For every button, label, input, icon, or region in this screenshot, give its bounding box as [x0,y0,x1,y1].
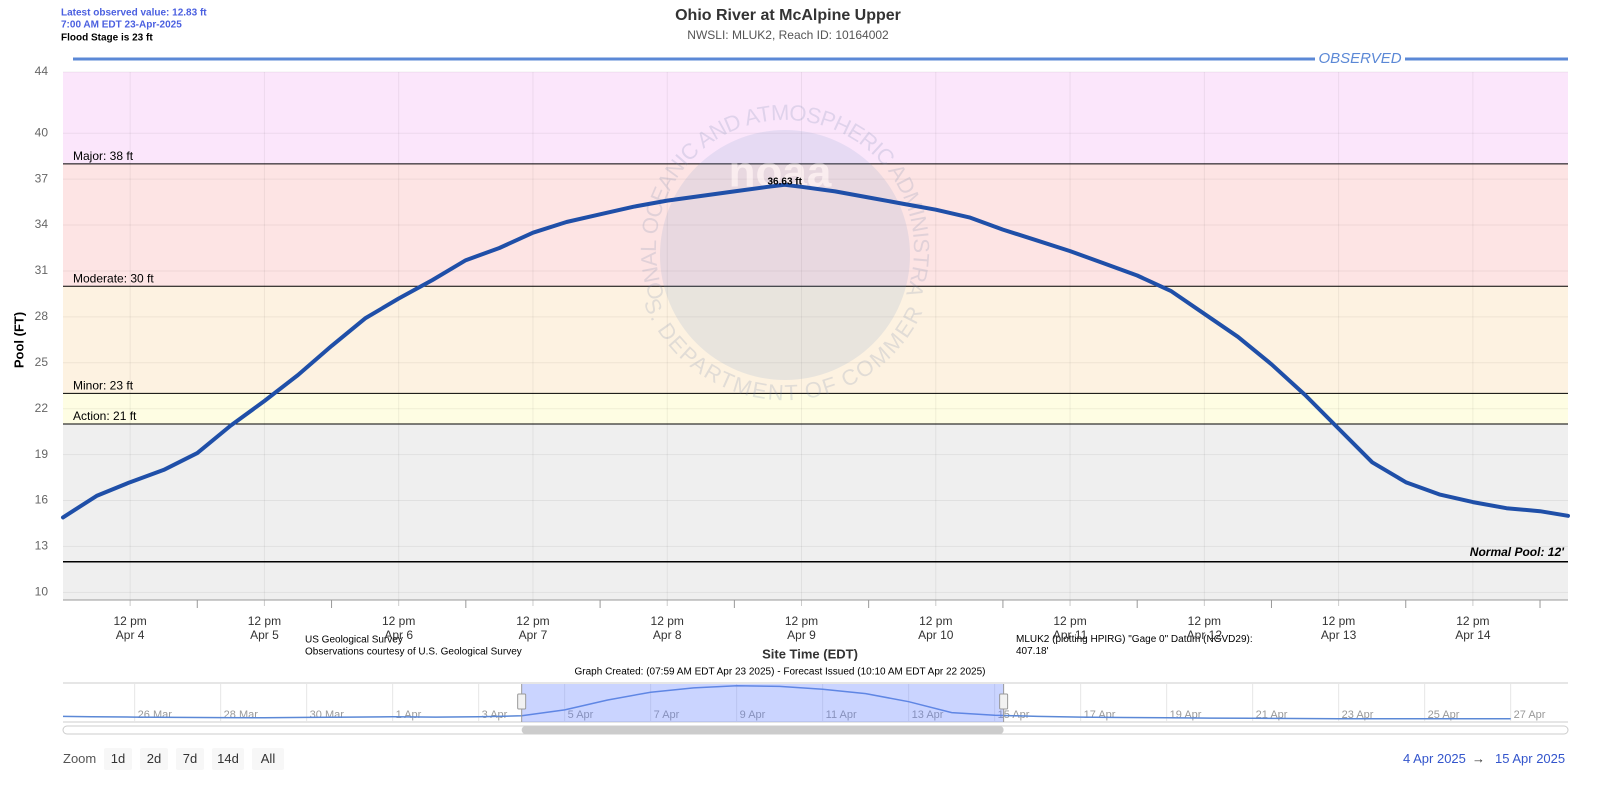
threshold-label: Normal Pool: 12' [1470,545,1565,559]
y-tick-label: 19 [35,447,49,461]
navigator: 26 Mar 28 Mar 30 Mar 1 Apr 3 Apr 5 Apr 7 Apr 9 … [62,682,1569,735]
peak-label: 36.63 ft [767,176,802,187]
x-tick-label: 12 pm Apr 6 [382,614,416,642]
info-line: 7:00 AM EDT 23-Apr-2025 [61,20,182,31]
zoom-button[interactable]: 14d [212,748,244,770]
flood-band [63,72,1568,164]
y-tick-label: 40 [35,125,49,139]
navigator-tick-label: 26 Mar [138,709,173,721]
x-tick-label: 12 pm Apr 13 [1320,614,1357,642]
navigator-tick-label: 7 Apr [654,709,680,721]
threshold-label: Moderate: 30 ft [73,271,154,285]
y-tick-label: 22 [35,401,49,415]
series-layer: 36.63 ft [61,176,1570,520]
chart-title: Ohio River at McAlpine Upper [675,7,901,24]
info-line: Flood Stage is 23 ft [61,33,153,44]
zoom-label: Zoom [63,751,97,766]
credit: US Geological Survey [305,635,403,646]
navigator-tick-label: 28 Mar [224,709,259,721]
x-tick-label: 12 pm Apr 14 [1455,614,1491,642]
credit: Observations courtesy of U.S. Geological… [305,647,522,658]
navigator-tick-label: 9 Apr [740,709,766,721]
x-tick-label: 12 pm Apr 4 [113,614,147,642]
zoom-button[interactable]: All [252,748,284,770]
x-tick-label: 12 pm Apr 8 [650,614,684,642]
zoom-button[interactable]: 7d [176,748,204,770]
threshold-label: Major: 38 ft [73,149,134,163]
y-tick-label: 25 [35,355,49,369]
range-to: 15 Apr 2025 [1495,751,1566,766]
x-tick-label: 12 pm Apr 5 [247,614,282,642]
credit: Graph Created: (07:59 AM EDT Apr 23 2025… [575,667,986,678]
navigator-tick-label: 5 Apr [568,709,594,721]
navigator-tick-label: 15 Apr [998,709,1030,721]
navigator-tick-label: 11 Apr [826,709,857,721]
y-tick-label: 34 [35,217,49,231]
legend-label: OBSERVED [1318,50,1401,67]
flood-band [63,286,1568,394]
navigator-tick-label: 17 Apr [1084,709,1116,721]
navigator-tick-label: 19 Apr [1170,709,1202,721]
navigator-tick-label: 30 Mar [310,709,345,721]
x-tick-label: 12 pm Apr 11 [1052,614,1088,642]
y-tick-label: 16 [35,493,49,507]
navigator-tick-label: 27 Apr [1514,709,1546,721]
zoom-button[interactable]: 1d [104,748,132,770]
x-axis-label: Site Time (EDT) [762,646,858,661]
y-tick-label: 37 [35,171,49,185]
info-line: Latest observed value: 12.83 ft [61,8,207,19]
navigator-tick-label: 13 Apr [912,709,944,721]
y-tick-label: 10 [35,585,49,599]
x-tick-label: 12 pm Apr 7 [516,614,550,642]
y-axis-label: Pool (FT) [11,312,26,368]
zoom-button[interactable]: 2d [140,748,168,770]
x-tick-label: 12 pm Apr 12 [1186,614,1222,642]
flood-band [63,163,1568,287]
navigator-tick-label: 25 Apr [1428,709,1460,721]
range-arrow: → [1472,751,1485,766]
navigator-line [62,685,1511,720]
credit: MLUK2 (plotting HPIRG) "Gage 0" Datum (N… [1016,634,1253,657]
range-from: 4 Apr 2025 [1403,751,1466,766]
scrollbar-thumb[interactable] [521,726,1004,734]
navigator-tick-label: 3 Apr [482,709,508,721]
x-tick-label: 12 pm Apr 10 [918,614,954,642]
navigator-handle[interactable] [517,693,527,710]
x-tick-label: 12 pm Apr 9 [784,614,819,642]
threshold-label: Minor: 23 ft [73,379,134,393]
flood-band [63,424,1568,600]
navigator-tick-label: 1 Apr [396,709,422,721]
y-tick-label: 31 [35,263,49,277]
navigator-selection [521,684,1004,722]
y-tick-label: 44 [35,64,49,78]
navigator-handle[interactable] [999,693,1009,710]
threshold-label: Action: 21 ft [73,409,137,423]
navigator-tick-label: 23 Apr [1342,709,1374,721]
chart-subtitle: NWSLI: MLUK2, Reach ID: 10164002 [687,28,889,42]
y-tick-label: 13 [35,539,49,553]
y-tick-label: 28 [35,309,49,323]
plot-area: Major: 38 ft Moderate: 30 ft Minor: 23 ft A… [63,71,1568,600]
series-line [61,182,1570,520]
